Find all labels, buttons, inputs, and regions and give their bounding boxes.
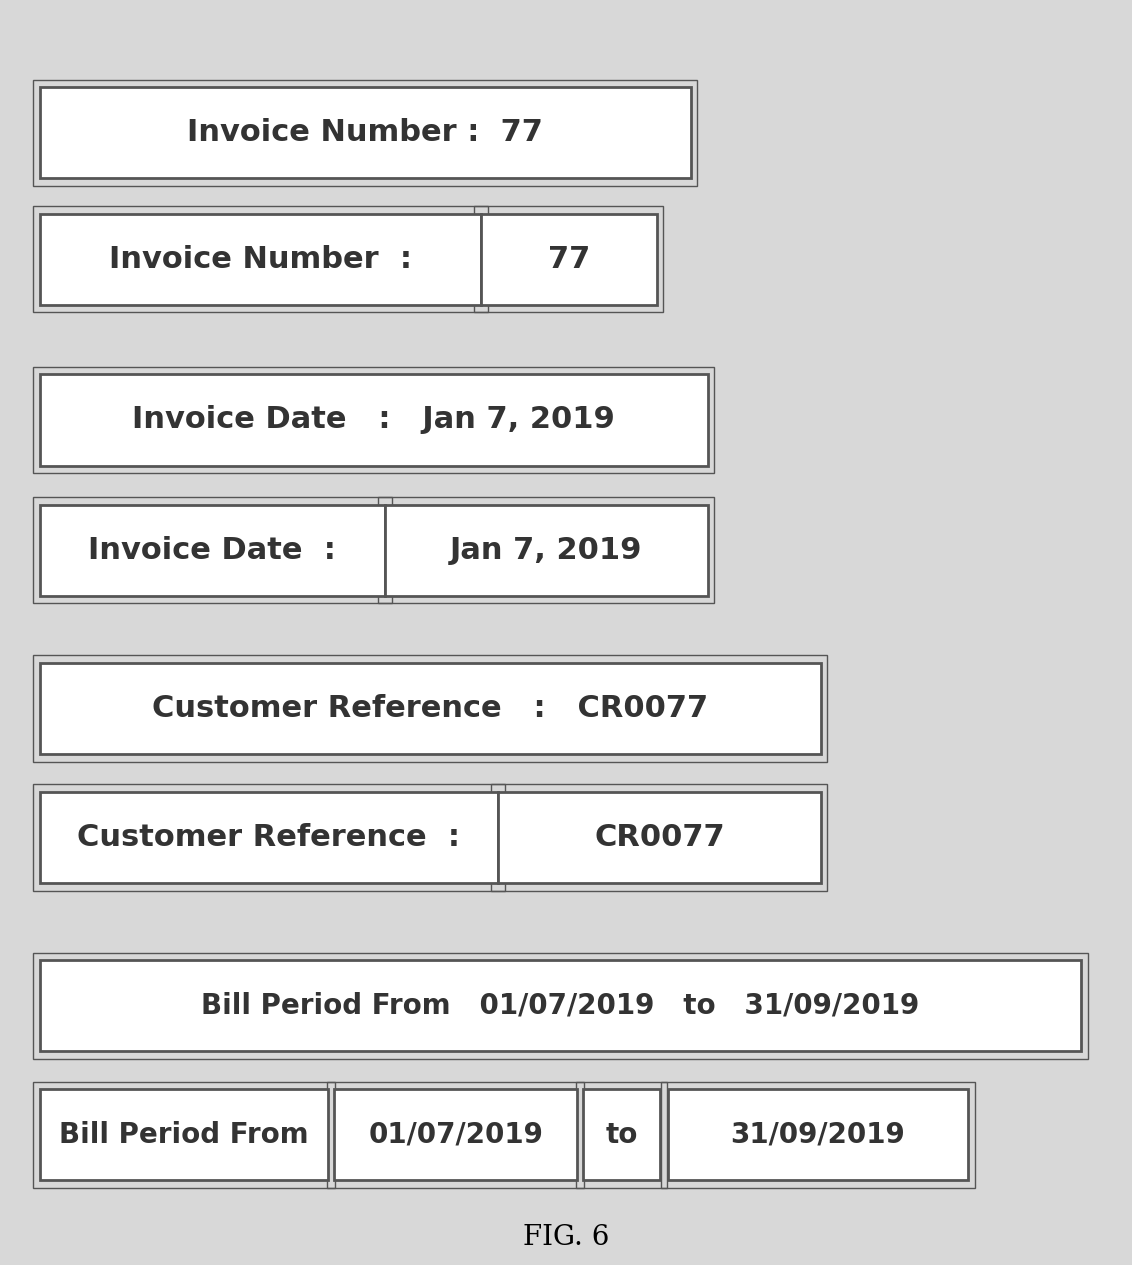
Bar	[40, 792, 498, 883]
Bar	[474, 206, 663, 312]
Bar	[661, 1082, 975, 1188]
Text: Invoice Number  :: Invoice Number :	[109, 245, 412, 273]
Bar	[40, 505, 385, 596]
Bar	[491, 784, 827, 891]
Bar	[481, 214, 657, 305]
Text: Invoice Date   :   Jan 7, 2019: Invoice Date : Jan 7, 2019	[132, 406, 615, 434]
Text: Jan 7, 2019: Jan 7, 2019	[449, 536, 643, 564]
Text: 31/09/2019: 31/09/2019	[730, 1121, 906, 1149]
Text: Customer Reference   :   CR0077: Customer Reference : CR0077	[152, 694, 709, 722]
Bar	[327, 1082, 584, 1188]
Bar	[33, 206, 488, 312]
Bar	[33, 80, 697, 186]
Text: Bill Period From: Bill Period From	[59, 1121, 309, 1149]
Bar	[33, 1082, 335, 1188]
Bar	[40, 214, 481, 305]
Bar	[33, 953, 1088, 1059]
Text: CR0077: CR0077	[594, 824, 724, 851]
Bar	[40, 1089, 328, 1180]
Bar	[334, 1089, 577, 1180]
Text: Invoice Date  :: Invoice Date :	[88, 536, 336, 564]
Bar	[583, 1089, 660, 1180]
Text: 01/07/2019: 01/07/2019	[368, 1121, 543, 1149]
Text: Bill Period From   01/07/2019   to   31/09/2019: Bill Period From 01/07/2019 to 31/09/201…	[201, 992, 919, 1020]
Bar	[40, 960, 1081, 1051]
Text: FIG. 6: FIG. 6	[523, 1223, 609, 1251]
Bar	[668, 1089, 968, 1180]
Bar	[378, 497, 714, 603]
Text: 77: 77	[548, 245, 590, 273]
Bar	[33, 497, 392, 603]
Text: Invoice Number :  77: Invoice Number : 77	[187, 119, 543, 147]
Text: to: to	[606, 1121, 637, 1149]
Bar	[576, 1082, 667, 1188]
Bar	[33, 367, 714, 473]
Bar	[40, 663, 821, 754]
Bar	[498, 792, 821, 883]
Bar	[33, 784, 505, 891]
Bar	[40, 87, 691, 178]
Bar	[40, 374, 708, 466]
Bar	[33, 655, 827, 762]
Text: Customer Reference  :: Customer Reference :	[77, 824, 461, 851]
Bar	[385, 505, 708, 596]
